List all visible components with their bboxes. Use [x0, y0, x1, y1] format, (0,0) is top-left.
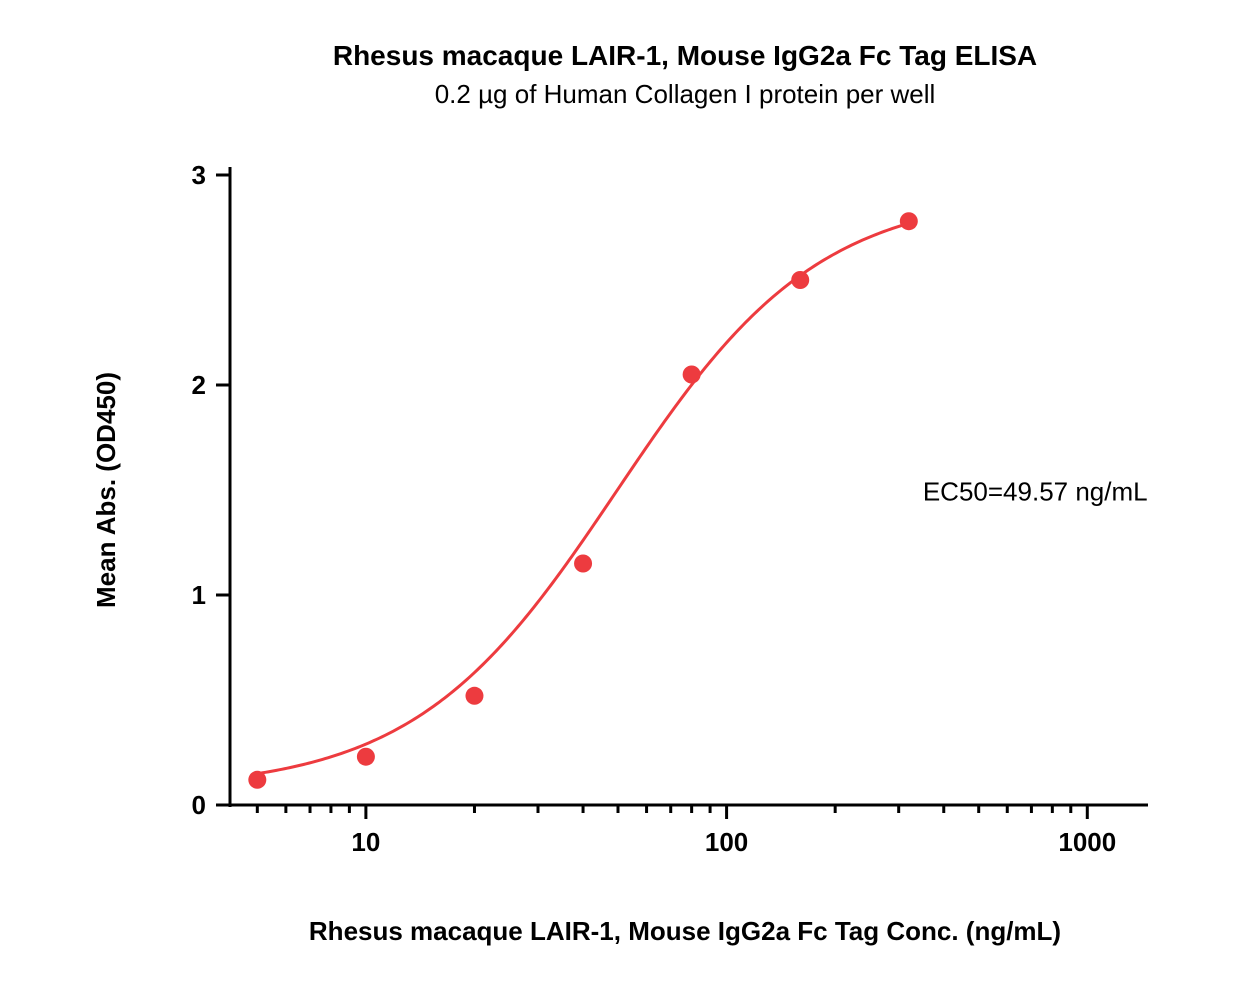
- data-point: [683, 366, 701, 384]
- data-point: [357, 748, 375, 766]
- x-tick-label: 1000: [1058, 827, 1116, 857]
- y-tick-label: 3: [192, 160, 206, 190]
- data-point: [574, 555, 592, 573]
- elisa-chart: Rhesus macaque LAIR-1, Mouse IgG2a Fc Ta…: [0, 0, 1253, 993]
- data-point: [791, 271, 809, 289]
- ec50-annotation: EC50=49.57 ng/mL: [923, 477, 1148, 507]
- x-tick-label: 10: [351, 827, 380, 857]
- data-point: [900, 212, 918, 230]
- data-point: [465, 687, 483, 705]
- data-point: [248, 771, 266, 789]
- x-tick-label: 100: [705, 827, 748, 857]
- x-axis-label: Rhesus macaque LAIR-1, Mouse IgG2a Fc Ta…: [309, 916, 1061, 946]
- y-tick-label: 0: [192, 790, 206, 820]
- chart-title: Rhesus macaque LAIR-1, Mouse IgG2a Fc Ta…: [333, 40, 1037, 71]
- y-tick-label: 2: [192, 370, 206, 400]
- chart-subtitle: 0.2 µg of Human Collagen I protein per w…: [435, 79, 936, 109]
- y-tick-label: 1: [192, 580, 206, 610]
- y-axis-label: Mean Abs. (OD450): [91, 372, 121, 608]
